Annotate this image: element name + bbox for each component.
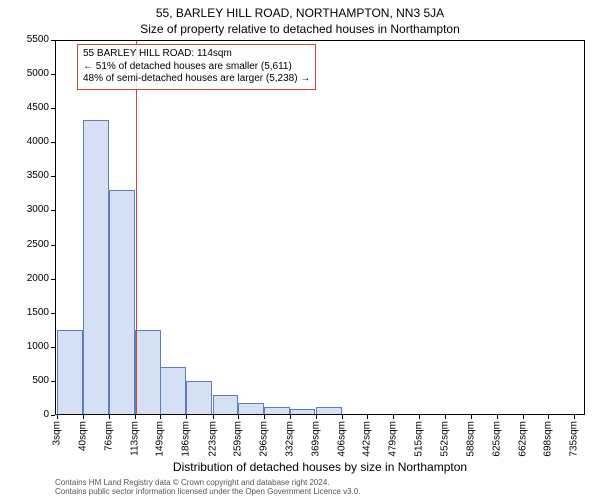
histogram-bar [109,190,135,415]
y-tick-label: 5000 [27,68,49,79]
histogram-bar [186,381,212,415]
y-tick [51,415,55,416]
histogram-bar [238,403,264,415]
y-tick-label: 0 [43,409,49,420]
x-tick [548,415,549,419]
chart-container: 55, BARLEY HILL ROAD, NORTHAMPTON, NN3 5… [0,0,600,500]
attribution: Contains HM Land Registry data © Crown c… [55,478,585,496]
x-tick [238,415,239,419]
x-tick [160,415,161,419]
y-tick-label: 1000 [27,341,49,352]
y-tick-label: 1500 [27,307,49,318]
x-tick-label: 369sqm [310,421,321,457]
y-tick-label: 3500 [27,170,49,181]
x-tick-label: 186sqm [181,421,192,457]
x-tick-label: 625sqm [491,421,502,457]
y-tick-label: 5500 [27,34,49,45]
x-tick-label: 3sqm [52,421,63,445]
x-tick-label: 588sqm [465,421,476,457]
x-tick-label: 442sqm [362,421,373,457]
x-tick [342,415,343,419]
annotation-box: 55 BARLEY HILL ROAD: 114sqm← 51% of deta… [77,44,316,90]
y-tick [51,279,55,280]
y-tick [51,40,55,41]
x-tick-label: 698sqm [543,421,554,457]
x-tick-label: 259sqm [233,421,244,457]
histogram-bar [213,395,239,415]
annotation-line: ← 51% of detached houses are smaller (5,… [83,61,310,74]
y-tick [51,176,55,177]
y-tick-label: 3000 [27,204,49,215]
y-tick-label: 4000 [27,136,49,147]
x-tick [186,415,187,419]
x-tick [109,415,110,419]
y-tick [51,74,55,75]
histogram-bar [57,330,83,415]
x-tick-label: 662sqm [517,421,528,457]
attribution-line-1: Contains HM Land Registry data © Crown c… [55,478,585,487]
y-tick [51,245,55,246]
y-tick [51,142,55,143]
x-tick [135,415,136,419]
histogram-bar [264,407,290,415]
y-tick [51,381,55,382]
x-tick [290,415,291,419]
histogram-bar [316,407,342,415]
x-tick [316,415,317,419]
y-tick [51,313,55,314]
x-tick-label: 552sqm [440,421,451,457]
x-tick-label: 76sqm [103,421,114,451]
x-tick-label: 406sqm [336,421,347,457]
x-tick-label: 332sqm [284,421,295,457]
y-tick [51,108,55,109]
y-tick [51,210,55,211]
y-tick-label: 2500 [27,239,49,250]
x-axis-label: Distribution of detached houses by size … [55,460,585,474]
x-tick [57,415,58,419]
x-tick [83,415,84,419]
x-tick-label: 223sqm [207,421,218,457]
histogram-bar [135,330,161,415]
x-tick [419,415,420,419]
y-tick-label: 2000 [27,273,49,284]
x-tick-label: 40sqm [78,421,89,451]
x-tick [213,415,214,419]
y-tick [51,347,55,348]
annotation-line: 55 BARLEY HILL ROAD: 114sqm [83,48,310,61]
x-tick-label: 515sqm [413,421,424,457]
reference-line [136,40,137,415]
plot-area: 0500100015002000250030003500400045005000… [55,40,585,415]
x-tick-label: 479sqm [388,421,399,457]
x-tick [367,415,368,419]
x-tick [497,415,498,419]
x-tick-label: 149sqm [155,421,166,457]
x-tick [445,415,446,419]
y-tick-label: 500 [32,375,49,386]
y-tick-label: 4500 [27,102,49,113]
chart-subtitle: Size of property relative to detached ho… [0,22,600,36]
x-tick [574,415,575,419]
histogram-bar [290,409,316,415]
x-tick-label: 735sqm [569,421,580,457]
attribution-line-2: Contains public sector information licen… [55,487,585,496]
x-tick [471,415,472,419]
page-title: 55, BARLEY HILL ROAD, NORTHAMPTON, NN3 5… [0,6,600,20]
annotation-line: 48% of semi-detached houses are larger (… [83,73,310,86]
x-tick-label: 296sqm [259,421,270,457]
x-tick [264,415,265,419]
x-tick [393,415,394,419]
x-tick-label: 113sqm [129,421,140,456]
histogram-bar [83,120,109,415]
x-tick [523,415,524,419]
histogram-bar [160,367,186,415]
